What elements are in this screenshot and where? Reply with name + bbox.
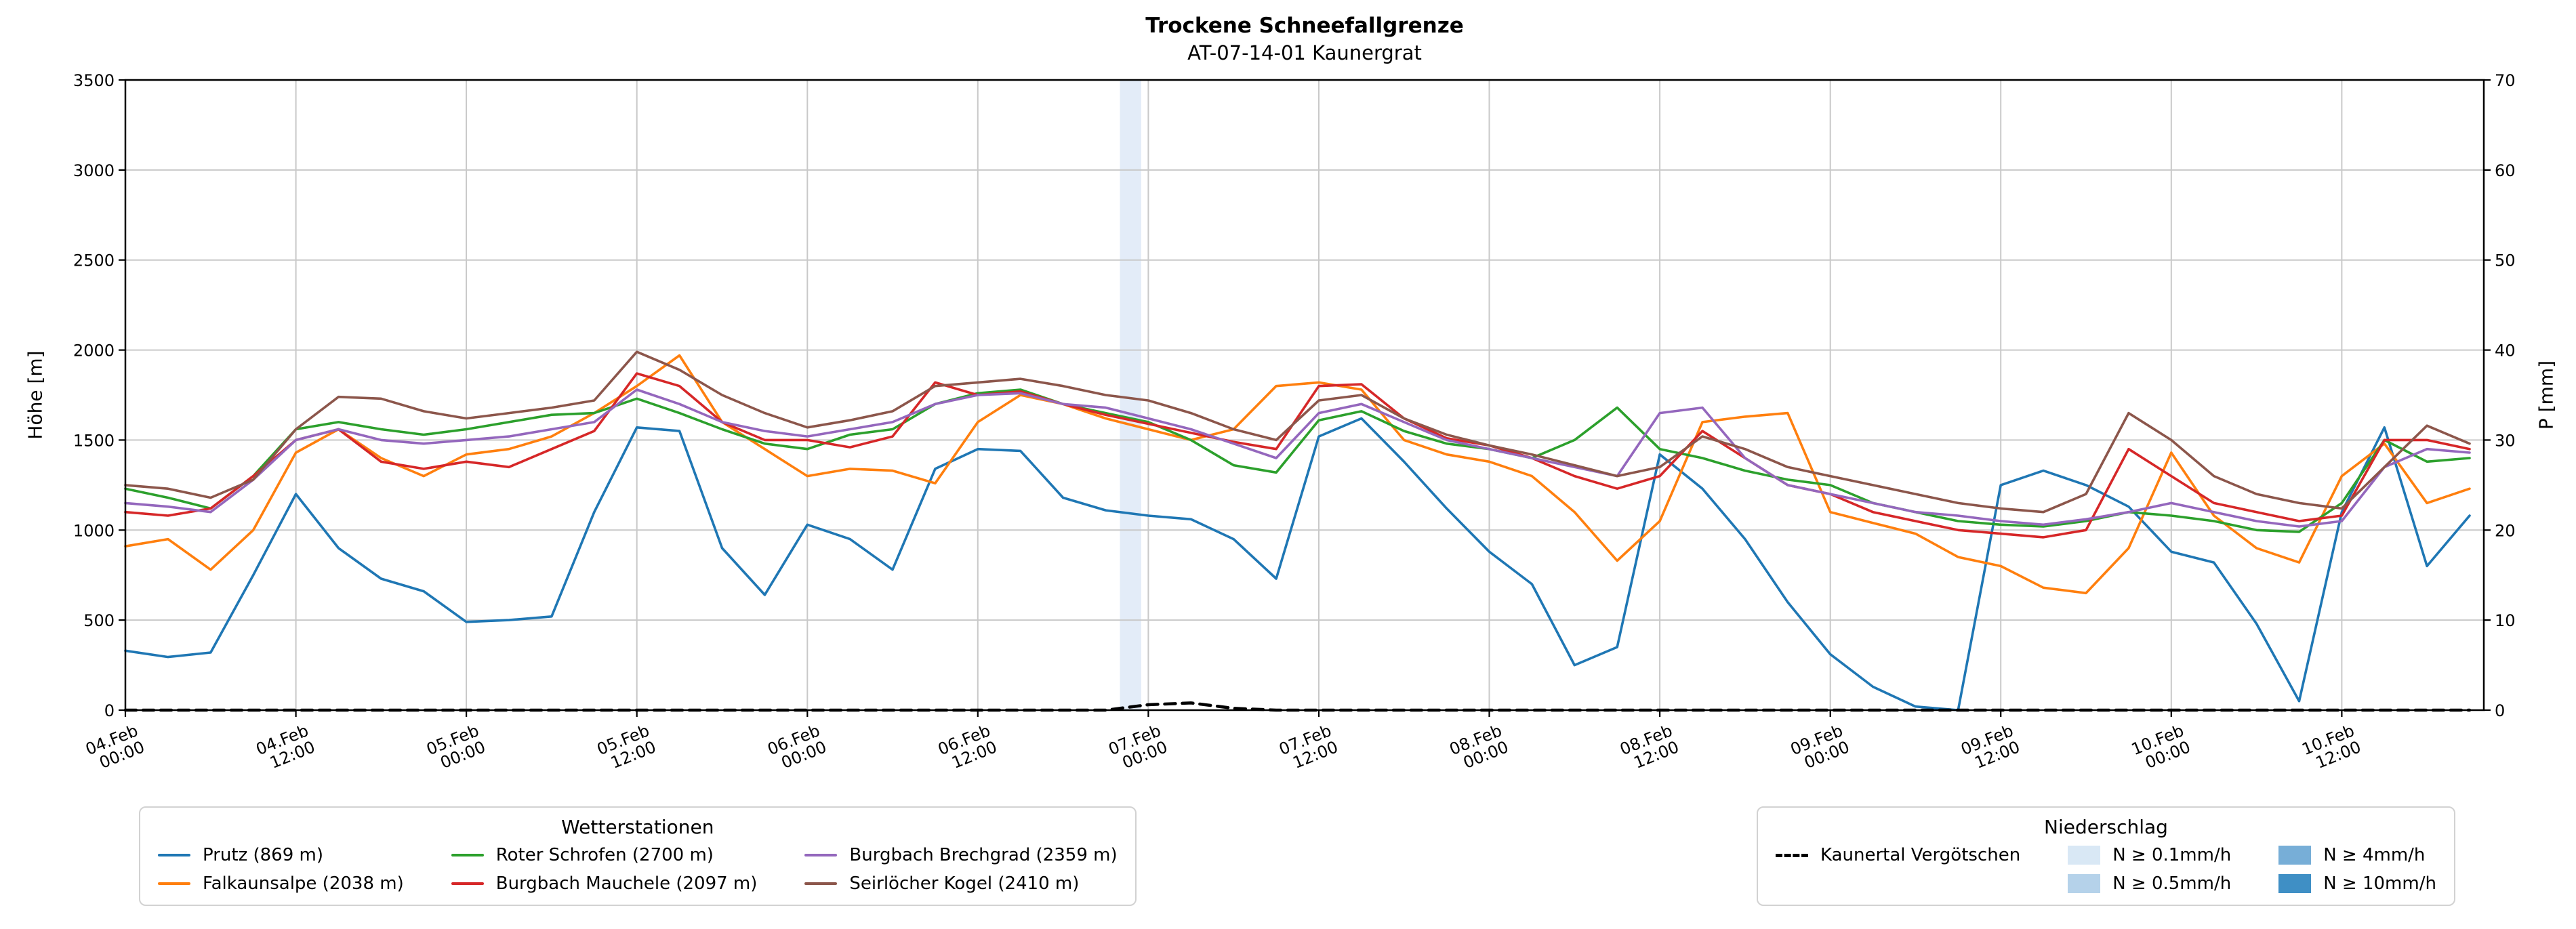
legend-item-label: N ≥ 0.1mm/h bbox=[2112, 845, 2232, 865]
legend-precip: Niederschlag Kaunertal Vergötschen N ≥ 0.… bbox=[1757, 806, 2455, 906]
legend-item-station: Burgbach Brechgrad (2359 m) bbox=[804, 845, 1118, 865]
legend-stations-title: Wetterstationen bbox=[561, 816, 714, 838]
legend-item-label: Roter Schrofen (2700 m) bbox=[495, 845, 714, 865]
legend-item-label: Burgbach Mauchele (2097 m) bbox=[495, 873, 758, 894]
legend-dashed-swatch bbox=[1776, 853, 1808, 857]
legend-item-precip-patch: N ≥ 10mm/h bbox=[2278, 873, 2436, 894]
legend-item-label: N ≥ 4mm/h bbox=[2323, 845, 2426, 865]
y-tick-label-right: 0 bbox=[2495, 701, 2505, 720]
legend-item-station: Prutz (869 m) bbox=[158, 845, 404, 865]
x-tick-label: 10.Feb00:00 bbox=[2129, 721, 2193, 775]
x-tick-label: 06.Feb00:00 bbox=[765, 721, 830, 775]
legend-item-label: Burgbach Brechgrad (2359 m) bbox=[849, 845, 1118, 865]
y-axis-label-right: P [mm] bbox=[2535, 360, 2558, 430]
y-tick-label-right: 60 bbox=[2495, 161, 2516, 180]
legend-item-station: Burgbach Mauchele (2097 m) bbox=[451, 873, 758, 894]
legend-patch-swatch bbox=[2068, 874, 2101, 893]
legend-item-label: Seirlöcher Kogel (2410 m) bbox=[849, 873, 1080, 894]
x-tick-label: 09.Feb12:00 bbox=[1958, 721, 2022, 775]
x-tick-label: 08.Feb00:00 bbox=[1447, 721, 1511, 775]
x-tick-label: 08.Feb12:00 bbox=[1617, 721, 1681, 775]
legend-item-label: N ≥ 10mm/h bbox=[2323, 873, 2436, 894]
precip-band bbox=[1120, 80, 1141, 710]
y-tick-label-left: 3500 bbox=[73, 71, 115, 90]
legend-patch-swatch bbox=[2278, 874, 2312, 893]
y-tick-label-right: 40 bbox=[2495, 342, 2516, 360]
y-tick-label-left: 500 bbox=[83, 611, 115, 630]
x-tick-label: 07.Feb00:00 bbox=[1106, 721, 1170, 775]
legend-item-precip-patch: N ≥ 0.5mm/h bbox=[2068, 873, 2231, 894]
y-tick-label-left: 1500 bbox=[73, 431, 115, 450]
y-tick-label-left: 3000 bbox=[73, 161, 115, 180]
x-tick-label: 05.Feb00:00 bbox=[424, 721, 488, 775]
y-tick-label-right: 30 bbox=[2495, 431, 2516, 450]
series-line bbox=[124, 388, 2471, 528]
legend-stations-grid: Prutz (869 m) Falkaunsalpe (2038 m) Roter … bbox=[158, 845, 1118, 894]
x-tick-label: 10.Feb12:00 bbox=[2299, 721, 2364, 775]
legend-item-precip-patch: N ≥ 4mm/h bbox=[2278, 845, 2436, 865]
legend-item-precip-patch: N ≥ 0.1mm/h bbox=[2068, 845, 2231, 865]
legend-item-label: Prutz (869 m) bbox=[203, 845, 324, 865]
y-tick-label-left: 0 bbox=[104, 701, 115, 720]
x-tick-label: 09.Feb00:00 bbox=[1788, 721, 1852, 775]
x-tick-label: 07.Feb12:00 bbox=[1276, 721, 1341, 775]
series-line bbox=[124, 388, 2471, 533]
legend-patch-swatch bbox=[2278, 846, 2312, 865]
legend-line-swatch bbox=[451, 854, 484, 856]
legend-line-swatch bbox=[804, 854, 838, 856]
legend-item-label: Falkaunsalpe (2038 m) bbox=[203, 873, 404, 894]
plot-border bbox=[124, 79, 2485, 711]
legend-stations: Wetterstationen Prutz (869 m) Falkaunsalp… bbox=[139, 806, 1137, 906]
chart-subtitle: AT-07-14-01 Kaunergrat bbox=[1187, 41, 1422, 64]
y-tick-label-left: 2500 bbox=[73, 251, 115, 270]
legend-item-station: Falkaunsalpe (2038 m) bbox=[158, 873, 404, 894]
y-tick-label-left: 2000 bbox=[73, 342, 115, 360]
x-tick-label: 05.Feb12:00 bbox=[594, 721, 659, 775]
series-line bbox=[124, 372, 2471, 539]
legend-item-station: Seirlöcher Kogel (2410 m) bbox=[804, 873, 1117, 894]
y-tick-label-right: 20 bbox=[2495, 521, 2516, 540]
legend-line-swatch bbox=[451, 882, 484, 885]
y-tick-label-right: 10 bbox=[2495, 611, 2516, 630]
legend-patch-swatch bbox=[2068, 846, 2101, 865]
series-line bbox=[123, 701, 2472, 712]
chart-title: Trockene Schneefallgrenze bbox=[1145, 14, 1464, 38]
y-tick-label-right: 50 bbox=[2495, 251, 2516, 270]
x-tick-label: 04.Feb12:00 bbox=[253, 721, 318, 775]
legend-line-swatch bbox=[158, 854, 190, 856]
legend-item-label: N ≥ 0.5mm/h bbox=[2112, 873, 2232, 894]
x-tick-label: 04.Feb00:00 bbox=[83, 721, 147, 775]
y-tick-label-right: 70 bbox=[2495, 71, 2516, 90]
x-tick-label: 06.Feb12:00 bbox=[935, 721, 1000, 775]
y-axis-label-left: Höhe [m] bbox=[24, 350, 47, 440]
legend-precip-title: Niederschlag bbox=[2044, 816, 2168, 838]
legend-precip-grid: Kaunertal Vergötschen N ≥ 0.1mm/h N ≥ 0.5m… bbox=[1776, 845, 2436, 894]
y-tick-label-left: 1000 bbox=[73, 521, 115, 540]
legend-line-swatch bbox=[158, 882, 190, 885]
legend-item-precip-line: Kaunertal Vergötschen bbox=[1776, 845, 2020, 865]
legend-item-station: Roter Schrofen (2700 m) bbox=[451, 845, 758, 865]
legend-line-swatch bbox=[804, 882, 838, 885]
series-line bbox=[124, 350, 2471, 514]
series-line bbox=[124, 354, 2471, 595]
series-line bbox=[124, 417, 2471, 711]
legend-item-label: Kaunertal Vergötschen bbox=[1820, 845, 2021, 865]
